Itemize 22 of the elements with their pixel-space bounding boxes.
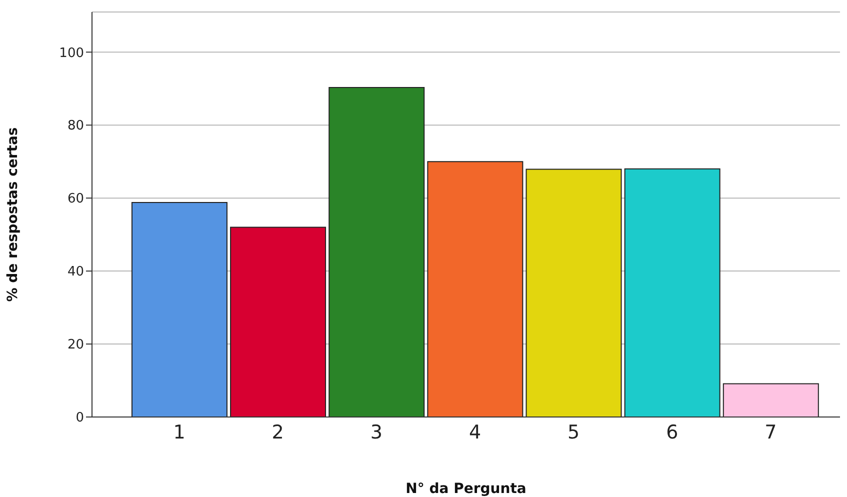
x-tick-label: 2	[272, 421, 284, 444]
bar	[328, 87, 425, 417]
x-tick-label: 4	[468, 421, 482, 444]
x-tick-label: 7	[764, 421, 777, 444]
y-tick-label: 0	[76, 410, 84, 426]
bar	[230, 226, 326, 417]
y-tick-label: 40	[67, 264, 84, 280]
y-tick-label: 20	[67, 338, 84, 353]
y-axis-title: % de respostas certas	[4, 127, 21, 302]
x-tick-label: 1	[173, 421, 186, 444]
y-tick-label: 100	[59, 46, 84, 61]
bar	[624, 168, 720, 417]
x-tick-label: 6	[666, 421, 678, 444]
y-tick-label: 80	[67, 118, 84, 134]
bar	[722, 383, 819, 417]
x-tick-label: 3	[370, 421, 382, 444]
x-tick-label: 5	[568, 421, 580, 444]
y-tick-label: 60	[67, 192, 84, 207]
bar	[526, 168, 622, 417]
bar	[427, 161, 524, 417]
bar	[131, 202, 228, 417]
x-axis-title: N° da Pergunta	[406, 481, 526, 497]
